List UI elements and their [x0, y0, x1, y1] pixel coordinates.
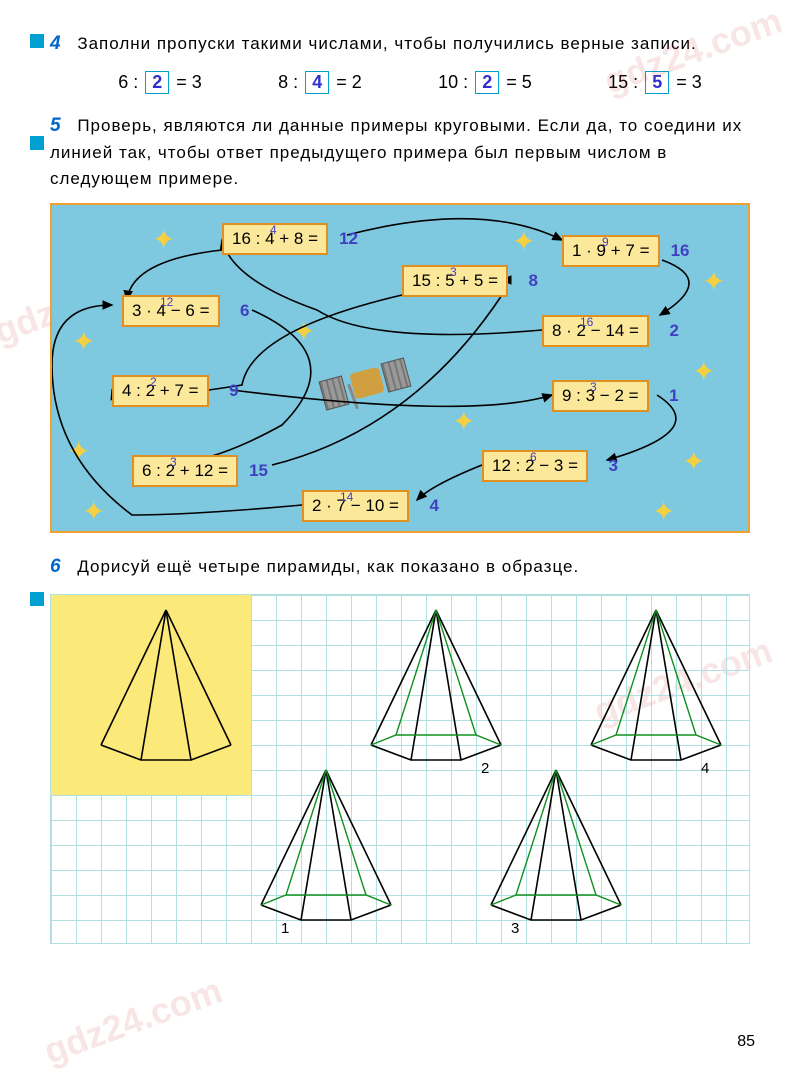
satellite-icon: [322, 350, 412, 420]
task-marker-6: [30, 592, 44, 606]
expression-card: 16 : 4 + 8 =412: [222, 223, 328, 255]
watermark: gdz24.com: [38, 969, 227, 1072]
expression-card: 6 : 2 + 12 =315: [132, 455, 238, 487]
intermediate-value: 3: [170, 455, 177, 469]
star-icon: ✦: [82, 495, 105, 528]
task6-text: 6 Дорисуй ещё четыре пирамиды, как показ…: [50, 553, 760, 582]
star-icon: ✦: [682, 445, 705, 478]
task4-body: Заполни пропуски такими числами, чтобы п…: [77, 34, 696, 53]
star-icon: ✦: [652, 495, 675, 528]
task4-number: 4: [50, 33, 62, 54]
pyramid-shape: [581, 605, 731, 775]
star-icon: ✦: [292, 315, 315, 348]
pyramid-shape: [91, 605, 241, 775]
intermediate-value: 9: [602, 235, 609, 249]
intermediate-value: 6: [530, 450, 537, 464]
pyramid-shape: [251, 765, 401, 935]
card-answer: 9: [229, 381, 238, 401]
card-answer: 16: [671, 241, 690, 261]
pyramid: 4: [581, 605, 731, 780]
star-icon: ✦: [72, 325, 95, 358]
star-icon: ✦: [152, 223, 175, 256]
intermediate-value: 3: [590, 380, 597, 394]
task-marker-5: [30, 136, 44, 150]
expression-card: 3 · 4 − 6 =126: [122, 295, 220, 327]
pyramid-label: 4: [701, 760, 709, 777]
equation: 15 : 5 = 3: [608, 71, 702, 94]
answer-box: 4: [305, 71, 329, 94]
answer-box: 2: [475, 71, 499, 94]
card-answer: 1: [669, 386, 678, 406]
answer-box: 2: [145, 71, 169, 94]
task-marker-4: [30, 34, 44, 48]
equation: 8 : 4 = 2: [278, 71, 362, 94]
page-number: 85: [737, 1033, 755, 1051]
task4-text: 4 Заполни пропуски такими числами, чтобы…: [50, 30, 760, 59]
pyramid-shape: [481, 765, 631, 935]
grid-panel: 2 4 1: [50, 594, 750, 944]
card-answer: 3: [609, 456, 618, 476]
expression-card: 12 : 2 − 3 =63: [482, 450, 588, 482]
intermediate-value: 12: [160, 295, 173, 309]
card-answer: 6: [240, 301, 249, 321]
expression-card: 15 : 5 + 5 =38: [402, 265, 508, 297]
card-answer: 12: [339, 229, 358, 249]
equation: 6 : 2 = 3: [118, 71, 202, 94]
card-answer: 2: [669, 321, 678, 341]
space-panel: ✦✦✦✦✦✦✦✦✦✦✦ 16 : 4 + 8 =4121 · 9 + 7 =91…: [50, 203, 750, 533]
star-icon: ✦: [452, 405, 475, 438]
pyramid-label: 1: [281, 920, 289, 937]
intermediate-value: 2: [150, 375, 157, 389]
card-answer: 4: [429, 496, 438, 516]
card-answer: 15: [249, 461, 268, 481]
task4-equations: 6 : 2 = 3 8 : 4 = 2 10 : 2 = 5 15 : 5 = …: [80, 71, 740, 94]
star-icon: ✦: [512, 225, 535, 258]
star-icon: ✦: [702, 265, 725, 298]
card-answer: 8: [529, 271, 538, 291]
task5-body: Проверь, являются ли данные примеры круг…: [50, 116, 742, 188]
pyramid: [91, 605, 241, 780]
intermediate-value: 3: [450, 265, 457, 279]
intermediate-value: 14: [340, 490, 353, 504]
expression-card: 2 · 7 − 10 =144: [302, 490, 409, 522]
answer-box: 5: [645, 71, 669, 94]
pyramid: 2: [361, 605, 511, 780]
pyramid: 3: [481, 765, 631, 940]
equation: 10 : 2 = 5: [438, 71, 532, 94]
intermediate-value: 16: [580, 315, 593, 329]
task6-number: 6: [50, 556, 62, 577]
star-icon: ✦: [67, 435, 90, 468]
task5-number: 5: [50, 115, 62, 136]
pyramid: 1: [251, 765, 401, 940]
task6-body: Дорисуй ещё четыре пирамиды, как показан…: [77, 557, 579, 576]
expression-card: 4 : 2 + 7 =29: [112, 375, 209, 407]
expression-card: 9 : 3 − 2 =31: [552, 380, 649, 412]
pyramid-shape: [361, 605, 511, 775]
expression-card: 8 · 2 − 14 =162: [542, 315, 649, 347]
task5-text: 5 Проверь, являются ли данные примеры кр…: [50, 112, 760, 192]
intermediate-value: 4: [270, 223, 277, 237]
star-icon: ✦: [692, 355, 715, 388]
pyramid-label: 3: [511, 920, 519, 937]
expression-card: 1 · 9 + 7 =916: [562, 235, 660, 267]
